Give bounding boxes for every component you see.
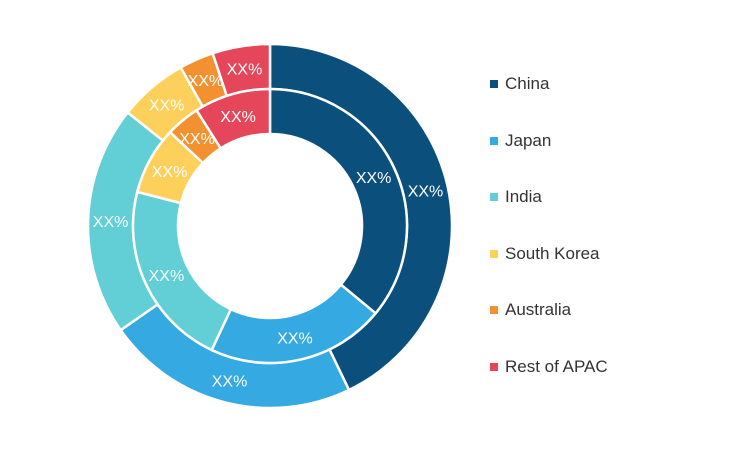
data-label-japan-series1: XX%	[212, 373, 248, 390]
legend-swatch	[490, 249, 498, 258]
data-label-south-korea-series2: XX%	[152, 164, 188, 181]
legend-label: India	[505, 187, 542, 207]
legend-swatch	[490, 306, 498, 315]
legend-label: South Korea	[505, 243, 600, 263]
legend-swatch	[490, 193, 498, 202]
legend-swatch	[490, 80, 498, 88]
slice-china-series2	[268, 87, 409, 315]
legend: China Japan India South Korea Australia Rest …	[490, 74, 740, 414]
legend-item-rest-of-apac: Rest of APAC	[490, 357, 740, 414]
legend-swatch	[490, 362, 498, 371]
legend-label: Rest of APAC	[505, 356, 608, 376]
data-label-india-series2: XX%	[149, 268, 185, 285]
data-label-australia-series2: XX%	[179, 131, 215, 148]
data-label-australia-series1: XX%	[188, 73, 224, 90]
data-label-india-series1: XX%	[93, 214, 129, 231]
legend-swatch	[490, 136, 498, 145]
data-label-rest-of-apac-series2: XX%	[220, 109, 256, 126]
data-label-china-series2: XX%	[356, 170, 392, 187]
legend-label: China	[505, 74, 550, 93]
legend-item-australia: Australia	[490, 300, 740, 357]
data-label-south-korea-series1: XX%	[149, 98, 185, 115]
ring-inner: XX% XX% XX% XX% XX% XX%	[131, 87, 409, 365]
legend-item-china: China	[490, 74, 740, 131]
data-label-rest-of-apac-series1: XX%	[227, 62, 263, 79]
slice-rest-of-apac-series2	[195, 87, 272, 150]
legend-item-japan: Japan	[490, 131, 740, 188]
legend-item-south-korea: South Korea	[490, 244, 740, 301]
data-label-china-series1: XX%	[408, 184, 444, 201]
legend-label: Japan	[505, 130, 552, 150]
legend-item-india: India	[490, 187, 740, 244]
data-label-japan-series2: XX%	[277, 331, 313, 348]
legend-label: Australia	[505, 300, 572, 320]
